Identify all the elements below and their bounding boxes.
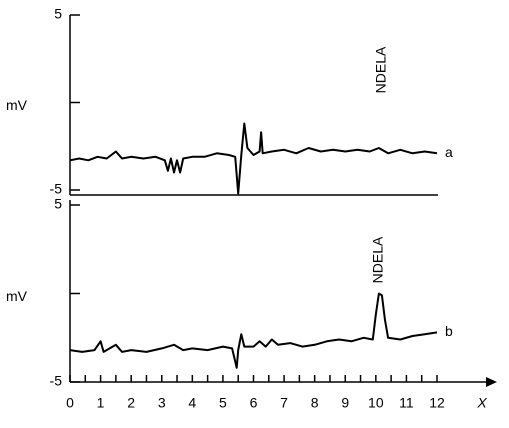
x-tick-label: 9 <box>341 395 349 411</box>
series-label: b <box>445 323 453 339</box>
x-tick-label: 12 <box>429 395 445 411</box>
y-tick-label: 5 <box>54 196 62 212</box>
trace <box>69 292 438 369</box>
y-tick-label: 5 <box>54 6 62 22</box>
x-tick-label: 6 <box>250 395 258 411</box>
y-axis-label: mV <box>6 288 28 304</box>
y-tick-label: -5 <box>50 181 63 197</box>
series-label: a <box>445 144 453 160</box>
peak-annotation: NDELA <box>370 236 386 283</box>
x-tick-label: 2 <box>127 395 135 411</box>
x-axis-arrow <box>486 377 497 387</box>
x-tick-label: 1 <box>97 395 105 411</box>
y-axis-label: mV <box>6 97 28 113</box>
x-tick-label: 8 <box>311 395 319 411</box>
x-tick-label: 7 <box>280 395 288 411</box>
x-tick-label: 0 <box>66 395 74 411</box>
peak-annotation: NDELA <box>373 46 389 93</box>
x-tick-label: 4 <box>188 395 196 411</box>
x-tick-label: 11 <box>399 395 414 411</box>
x-tick-label: 5 <box>219 395 227 411</box>
x-tick-label: 10 <box>368 395 384 411</box>
y-tick-label: -5 <box>50 373 63 389</box>
trace <box>69 122 438 195</box>
x-tick-label: 3 <box>158 395 166 411</box>
x-axis-label: X <box>476 395 487 411</box>
